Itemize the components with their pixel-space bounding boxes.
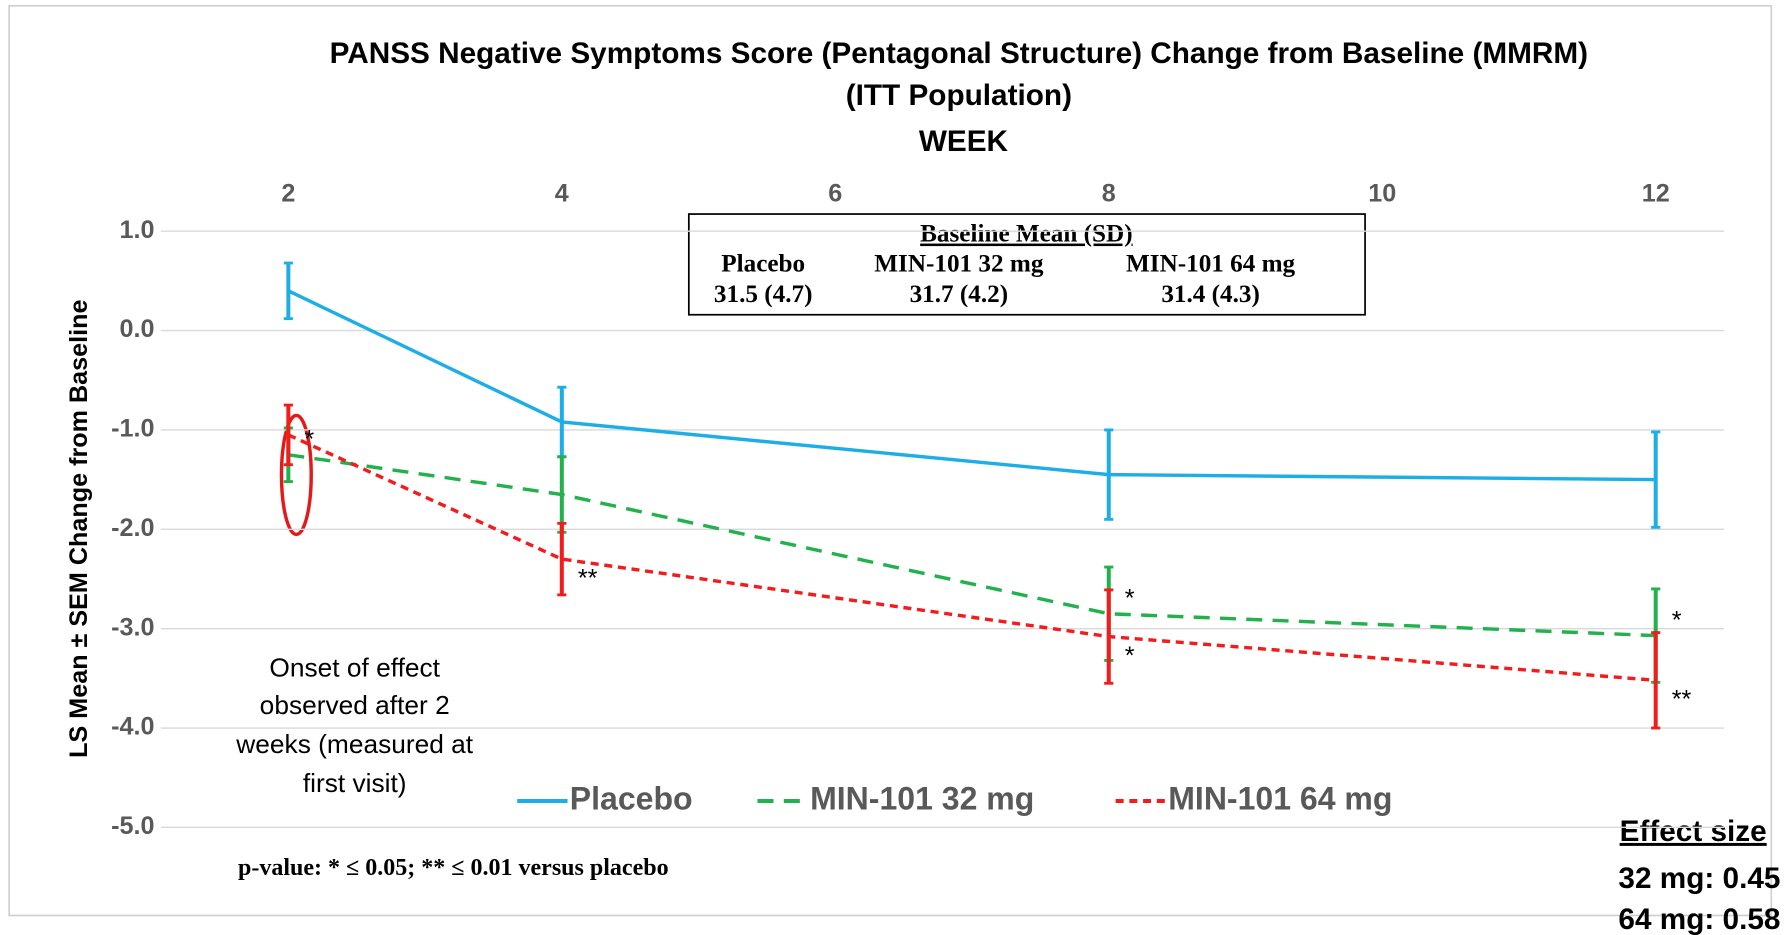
x-tick-label: 10	[1368, 179, 1396, 207]
series-line	[287, 433, 1656, 683]
significance-label: **	[1672, 686, 1692, 714]
footnote: p-value: * ≤ 0.05; ** ≤ 0.01 versus plac…	[238, 855, 669, 881]
series-line	[287, 289, 1656, 482]
y-tick-label: -2.0	[111, 514, 154, 542]
chart-border	[8, 4, 1773, 917]
effect-size: 32 mg: 0.45	[1618, 862, 1780, 895]
y-tick-label: 0.0	[119, 315, 154, 343]
baseline-column: Placebo	[721, 250, 805, 277]
annotation: first visit)	[303, 768, 407, 798]
baseline-column: MIN-101 64 mg	[1126, 250, 1296, 277]
baseline-value: 31.7 (4.2)	[910, 281, 1009, 308]
annotation: observed after 2	[260, 690, 450, 720]
effect-size: 64 mg: 0.58	[1618, 903, 1780, 935]
baseline-value: 31.5 (4.7)	[714, 281, 813, 308]
chart-subtitle: (ITT Population)	[846, 79, 1072, 112]
legend-label: MIN-101 32 mg	[810, 781, 1034, 817]
x-tick-label: 2	[281, 179, 295, 207]
x-tick-label: 8	[1102, 179, 1116, 207]
y-tick-label: -1.0	[111, 415, 154, 443]
significance-label: **	[578, 564, 598, 592]
baseline-column: MIN-101 32 mg	[874, 250, 1044, 277]
chart-title: PANSS Negative Symptoms Score (Pentagona…	[330, 37, 1588, 70]
significance-label: *	[1672, 607, 1682, 635]
y-axis-label: LS Mean ± SEM Change from Baseline	[65, 300, 93, 758]
x-tick-label: 6	[828, 179, 842, 207]
significance-label: *	[1125, 642, 1135, 670]
y-tick-label: -3.0	[111, 613, 154, 641]
y-tick-label: -4.0	[111, 713, 154, 741]
x-tick-label: 4	[555, 179, 569, 207]
baseline-value: 31.4 (4.3)	[1161, 281, 1260, 308]
series-line	[288, 453, 1656, 638]
effect-size-title: Effect size	[1620, 815, 1767, 848]
x-tick-label: 12	[1642, 179, 1670, 207]
y-tick-label: 1.0	[119, 216, 154, 244]
annotation: Onset of effect	[269, 652, 440, 682]
legend-label: MIN-101 64 mg	[1168, 781, 1392, 817]
highlight-ellipse	[279, 413, 313, 537]
annotation: weeks (measured at	[235, 729, 473, 759]
baseline-title: Baseline Mean (SD)	[920, 221, 1132, 248]
significance-label: *	[1125, 585, 1135, 613]
significance-label: *	[304, 426, 314, 454]
y-tick-label: -5.0	[111, 812, 154, 840]
legend-label: Placebo	[570, 781, 693, 817]
x-axis-label: WEEK	[919, 125, 1009, 158]
